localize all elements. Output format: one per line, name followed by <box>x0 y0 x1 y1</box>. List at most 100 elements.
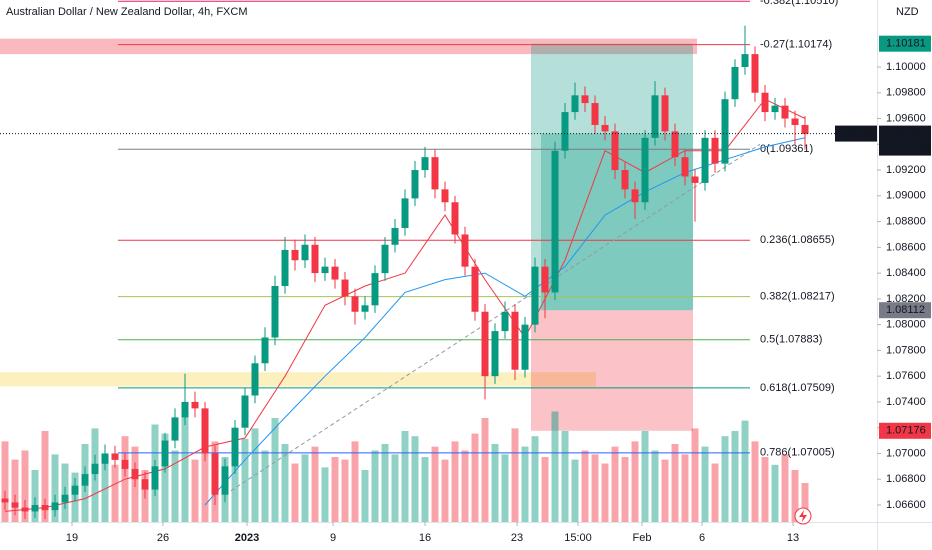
candle-body <box>131 468 139 480</box>
volume-bar <box>731 431 739 522</box>
volume-bar <box>201 431 209 522</box>
candle-body <box>661 95 669 132</box>
volume-bar <box>651 450 659 522</box>
candle-body <box>81 474 89 486</box>
volume-bar <box>751 441 759 522</box>
volume-bar <box>281 444 289 522</box>
candle-body <box>301 244 309 261</box>
candle-body <box>441 189 449 203</box>
x-tick-label: 26 <box>157 532 169 544</box>
volume-bar <box>621 457 629 522</box>
y-tick-label: 1.07400 <box>886 396 926 408</box>
candle-body <box>161 440 169 467</box>
y-tick-label: 1.10000 <box>886 61 926 73</box>
candle-body <box>201 408 209 454</box>
candle-body <box>241 395 249 428</box>
volume-bar <box>461 450 469 522</box>
volume-bar <box>631 441 639 522</box>
x-tick-label: 6 <box>699 532 705 544</box>
candle-body <box>761 92 769 113</box>
fib-label: 0.786(1.07005) <box>760 447 835 459</box>
volume-bar <box>581 450 589 522</box>
fib-label: 0.5(1.07883) <box>760 334 822 346</box>
candle-body <box>681 157 689 177</box>
y-tick-label: 1.09200 <box>886 164 926 176</box>
volume-bar <box>561 431 569 522</box>
volume-bar <box>21 450 29 522</box>
volume-bar <box>391 454 399 522</box>
candle-body <box>121 459 129 469</box>
candle-body <box>381 244 389 274</box>
y-tick-label: 1.08200 <box>886 293 926 305</box>
volume-bar <box>521 446 529 522</box>
candle-body <box>731 66 739 100</box>
candle-body <box>651 95 659 138</box>
candle-body <box>71 485 79 495</box>
candle-body <box>481 311 489 377</box>
candle-body <box>771 105 779 113</box>
candle-body <box>571 95 579 113</box>
volume-bar <box>481 418 489 522</box>
candle-body <box>251 363 259 396</box>
volume-bar <box>531 436 539 522</box>
volume-bar <box>321 467 329 522</box>
volume-bar <box>511 428 519 522</box>
candle-body <box>461 234 469 267</box>
candle-body <box>431 157 439 190</box>
candle-body <box>181 401 189 418</box>
volume-bar <box>411 436 419 522</box>
candle-body <box>471 266 479 312</box>
y-tick-label: 1.07800 <box>886 344 926 356</box>
candle-body <box>401 198 409 229</box>
replay-icon[interactable] <box>794 507 812 525</box>
candle-body <box>711 137 719 164</box>
volume-bar <box>491 444 499 522</box>
zone <box>0 38 697 55</box>
volume-bar <box>711 463 719 522</box>
candle-body <box>31 504 39 512</box>
candle-body <box>231 427 239 467</box>
volume-bar <box>741 420 749 522</box>
y-tick-label: 1.08800 <box>886 215 926 227</box>
y-tick-label: 1.08000 <box>886 319 926 331</box>
y-tick-label: 1.09600 <box>886 112 926 124</box>
volume-bar <box>111 464 119 522</box>
candle-body <box>751 54 759 93</box>
candle-body <box>391 228 399 245</box>
fib-label: -0.382(1.10510) <box>760 0 838 7</box>
loss-zone <box>531 310 693 431</box>
candle-body <box>421 157 429 171</box>
stop-price-label-box <box>879 422 931 439</box>
volume-bar <box>661 459 669 522</box>
volume-bar <box>761 457 769 522</box>
volume-bar <box>351 441 359 522</box>
trendline <box>224 143 761 496</box>
volume-bar <box>601 463 609 522</box>
candle-body <box>61 494 69 503</box>
symbol-label: AUDNZD <box>835 128 877 139</box>
candle-body <box>451 202 459 235</box>
volume-bar <box>51 454 59 522</box>
candle-body <box>331 266 339 280</box>
candle-body <box>631 189 639 203</box>
volume-bar <box>271 418 279 522</box>
volume-bar <box>171 450 179 522</box>
candle-body <box>151 466 159 490</box>
volume-bar <box>471 433 479 522</box>
candle-body <box>741 54 749 67</box>
volume-bar <box>301 454 309 522</box>
candle-body <box>721 99 729 164</box>
symbol-box <box>835 125 877 142</box>
current-price-box <box>879 125 931 156</box>
volume-bar <box>691 428 699 522</box>
candle-body <box>581 95 589 104</box>
candle-body <box>701 137 709 183</box>
volume-bar <box>311 446 319 522</box>
volume-bar <box>801 483 809 522</box>
volume-bar <box>451 441 459 522</box>
candle-body <box>191 401 199 409</box>
candle-body <box>781 105 789 119</box>
volume-bar <box>231 446 239 522</box>
candle-body <box>371 273 379 306</box>
